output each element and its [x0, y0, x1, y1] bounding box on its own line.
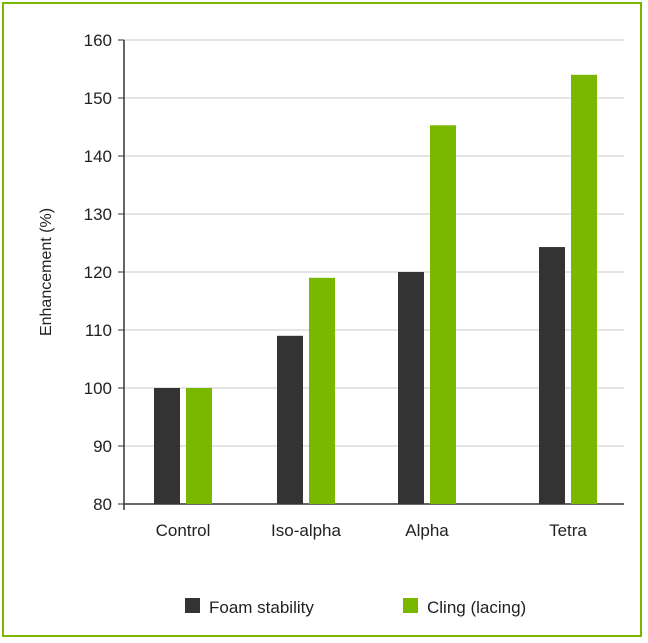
x-tick-label: Tetra	[549, 521, 587, 540]
legend-label-foam-stability: Foam stability	[209, 598, 314, 617]
legend-label-cling-lacing: Cling (lacing)	[427, 598, 526, 617]
bar-alpha-foam-stability	[398, 272, 424, 504]
bars	[154, 74, 597, 505]
y-tick-label: 160	[84, 31, 112, 50]
y-tick-label: 110	[85, 321, 112, 340]
legend-swatch-foam-stability	[185, 598, 200, 613]
y-tick-labels: 80 90 100 110 120 130 140 150 160	[84, 31, 112, 514]
y-tick-label: 100	[84, 379, 112, 398]
y-tick-label: 80	[93, 495, 112, 514]
bar-tetra-foam-stability	[539, 247, 565, 504]
bar-tetra-cling-lacing	[571, 74, 597, 505]
x-tick-label: Alpha	[405, 521, 449, 540]
bar-iso-alpha-foam-stability	[277, 335, 303, 504]
legend-swatch-cling-lacing	[403, 598, 418, 613]
x-tick-label: Iso-alpha	[271, 521, 341, 540]
legend: Foam stability Cling (lacing)	[185, 598, 526, 617]
y-tick-label: 120	[84, 263, 112, 282]
y-axis-title: Enhancement (%)	[38, 208, 55, 336]
y-tick-label: 130	[84, 205, 112, 224]
y-tick-label: 90	[93, 437, 112, 456]
x-tick-labels: Control Iso-alpha Alpha Tetra	[156, 521, 588, 540]
y-tick-label: 150	[84, 89, 112, 108]
bar-iso-alpha-cling-lacing	[309, 277, 335, 504]
x-tick-label: Control	[156, 521, 211, 540]
bar-control-cling-lacing	[186, 388, 212, 504]
y-tick-label: 140	[84, 147, 112, 166]
bar-control-foam-stability	[154, 388, 180, 504]
bar-alpha-cling-lacing	[430, 125, 456, 504]
